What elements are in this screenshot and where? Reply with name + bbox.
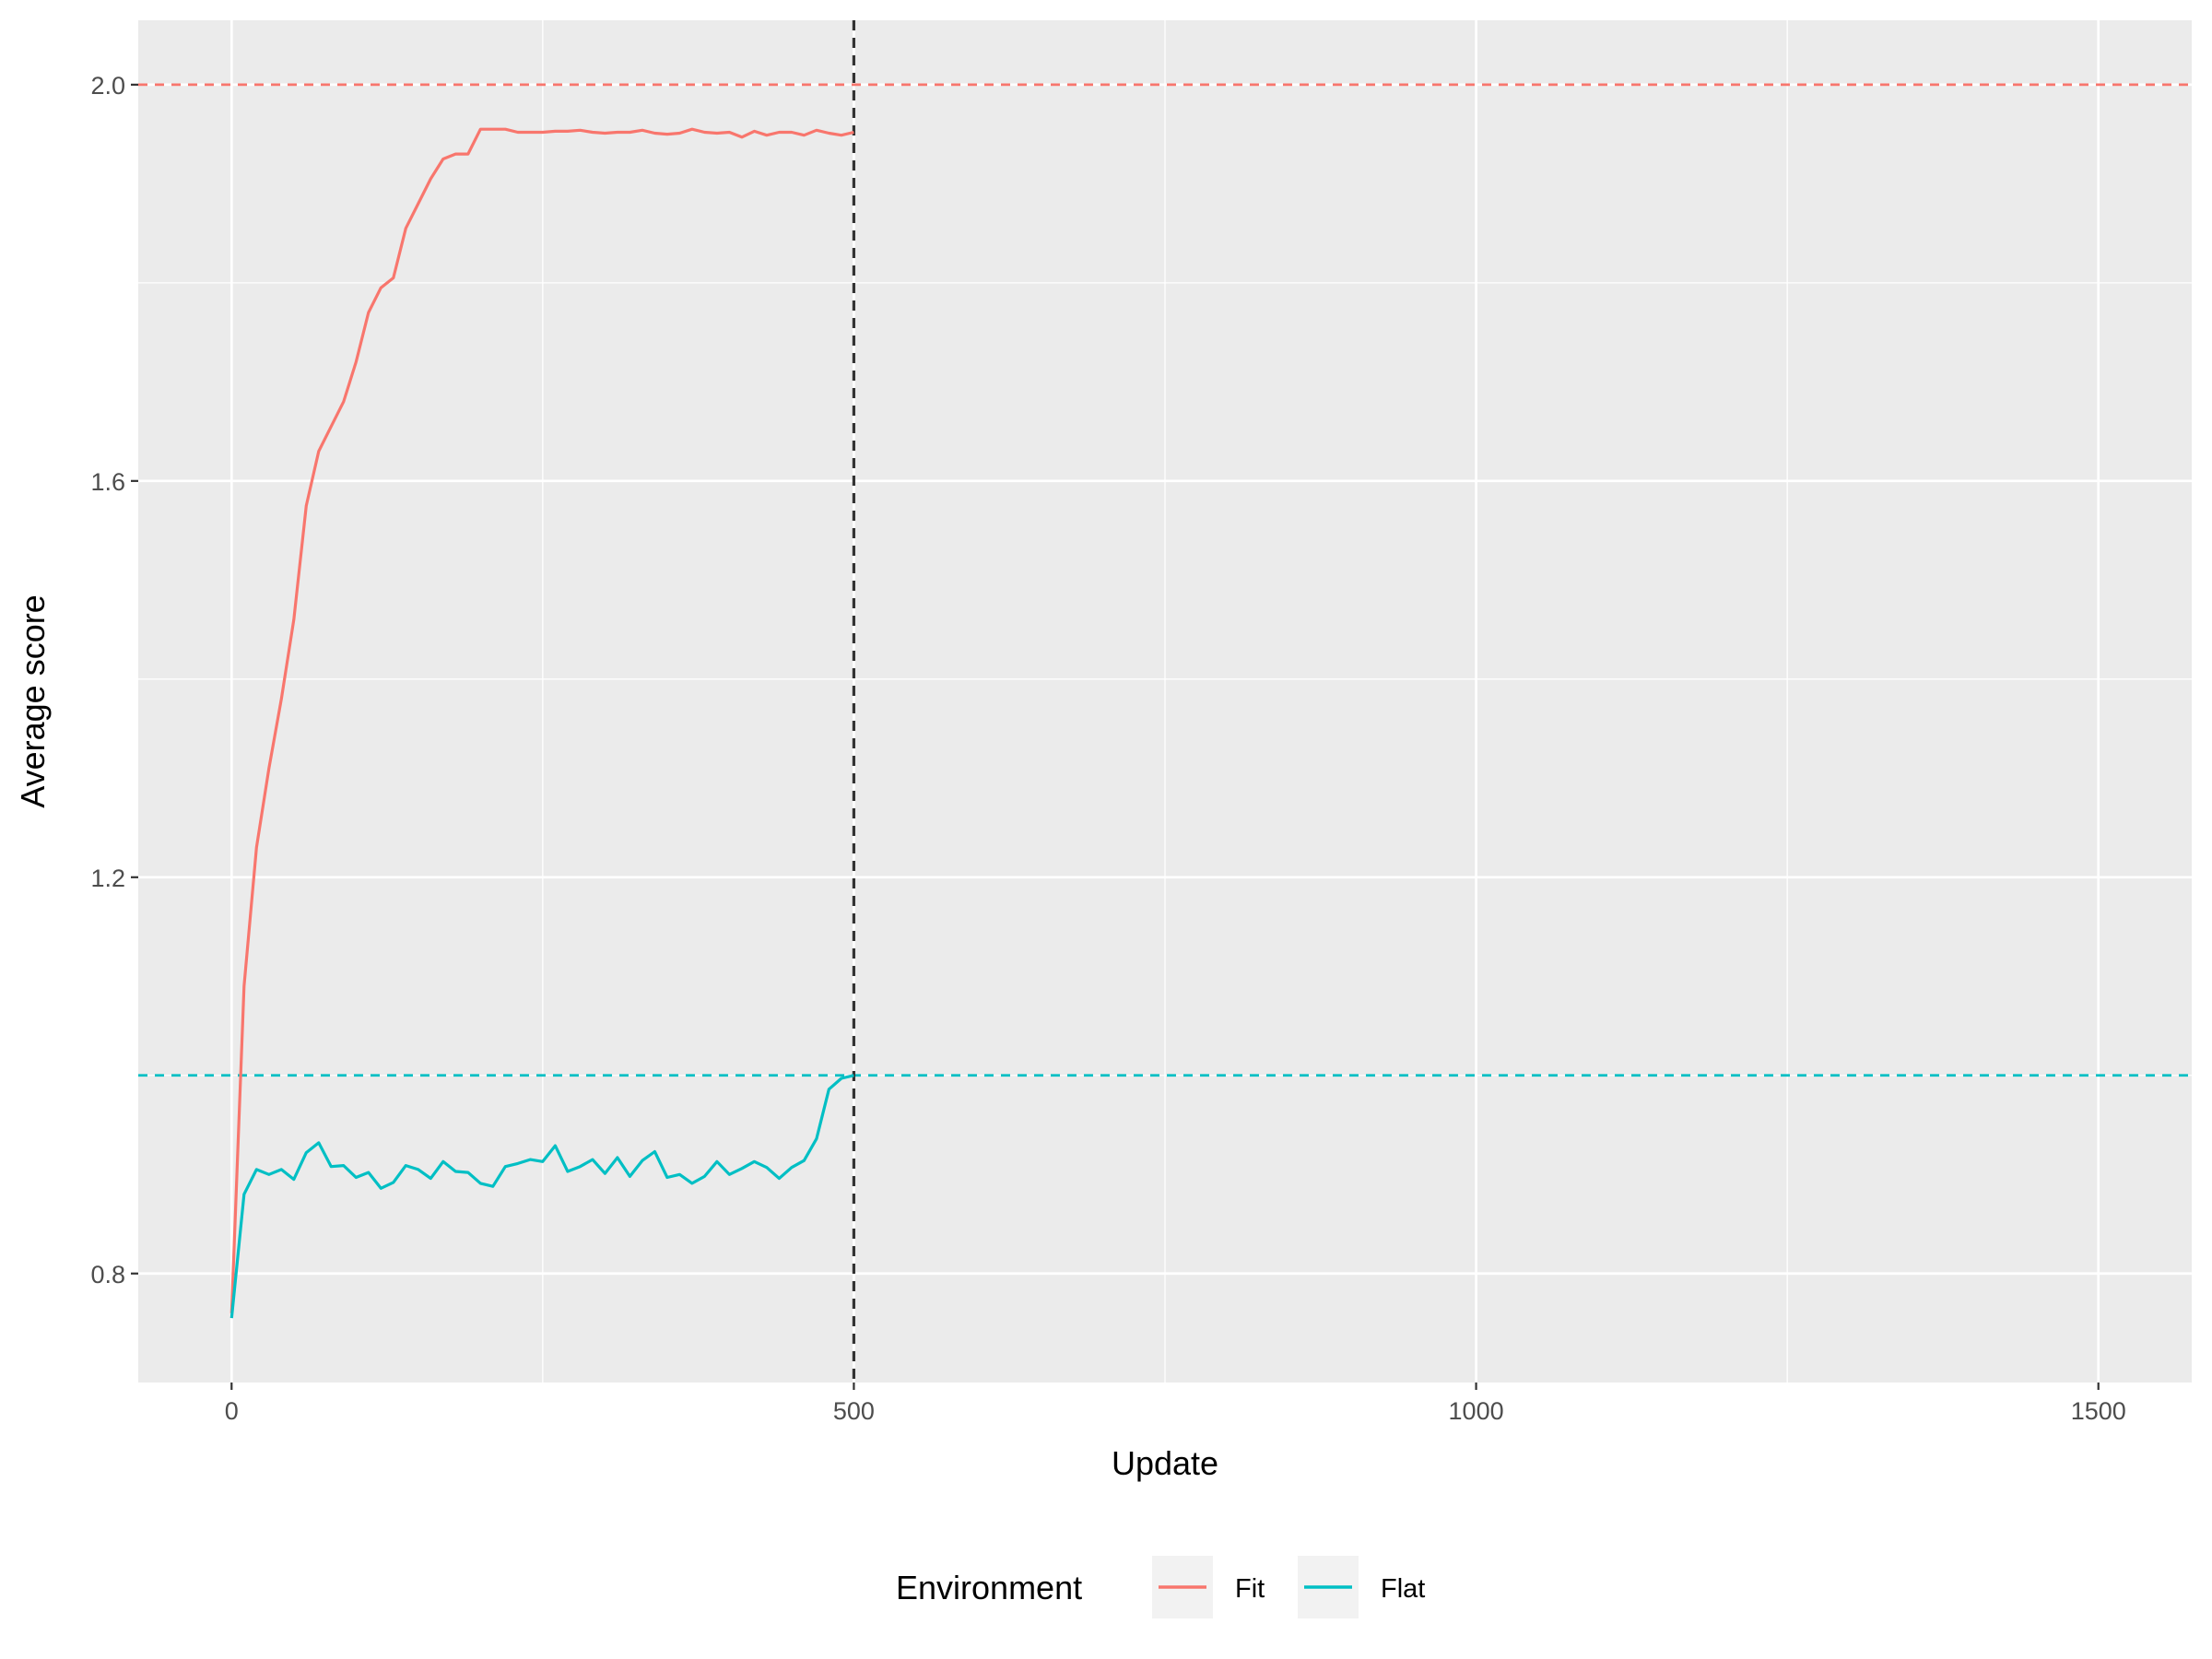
y-tick-label: 0.8 — [90, 1261, 125, 1288]
y-axis: 0.8 1.2 1.6 2.0 — [90, 72, 138, 1288]
x-tick-label: 1000 — [1449, 1397, 1504, 1425]
series-lines — [229, 127, 854, 1319]
x-tick-label: 1500 — [2071, 1397, 2126, 1425]
major-grid — [138, 20, 2192, 1382]
series-line-flat — [229, 1074, 854, 1319]
y-tick-label: 1.6 — [90, 468, 125, 496]
legend: Environment Fit Flat — [896, 1556, 1425, 1618]
reference-lines — [138, 20, 2192, 1382]
legend-label-flat: Flat — [1381, 1574, 1425, 1604]
x-axis: 0 500 1000 1500 — [225, 1382, 2126, 1425]
y-tick-label: 1.2 — [90, 865, 125, 892]
legend-label-fit: Fit — [1235, 1574, 1265, 1604]
legend-item-fit: Fit — [1152, 1556, 1265, 1618]
x-tick-label: 0 — [225, 1397, 239, 1425]
x-axis-title: Update — [1112, 1444, 1218, 1482]
y-axis-title: Average score — [14, 594, 52, 807]
legend-title: Environment — [896, 1569, 1082, 1606]
y-tick-label: 2.0 — [90, 72, 125, 100]
legend-item-flat: Flat — [1298, 1556, 1425, 1618]
series-line-fit — [229, 127, 854, 1313]
x-tick-label: 500 — [833, 1397, 875, 1425]
